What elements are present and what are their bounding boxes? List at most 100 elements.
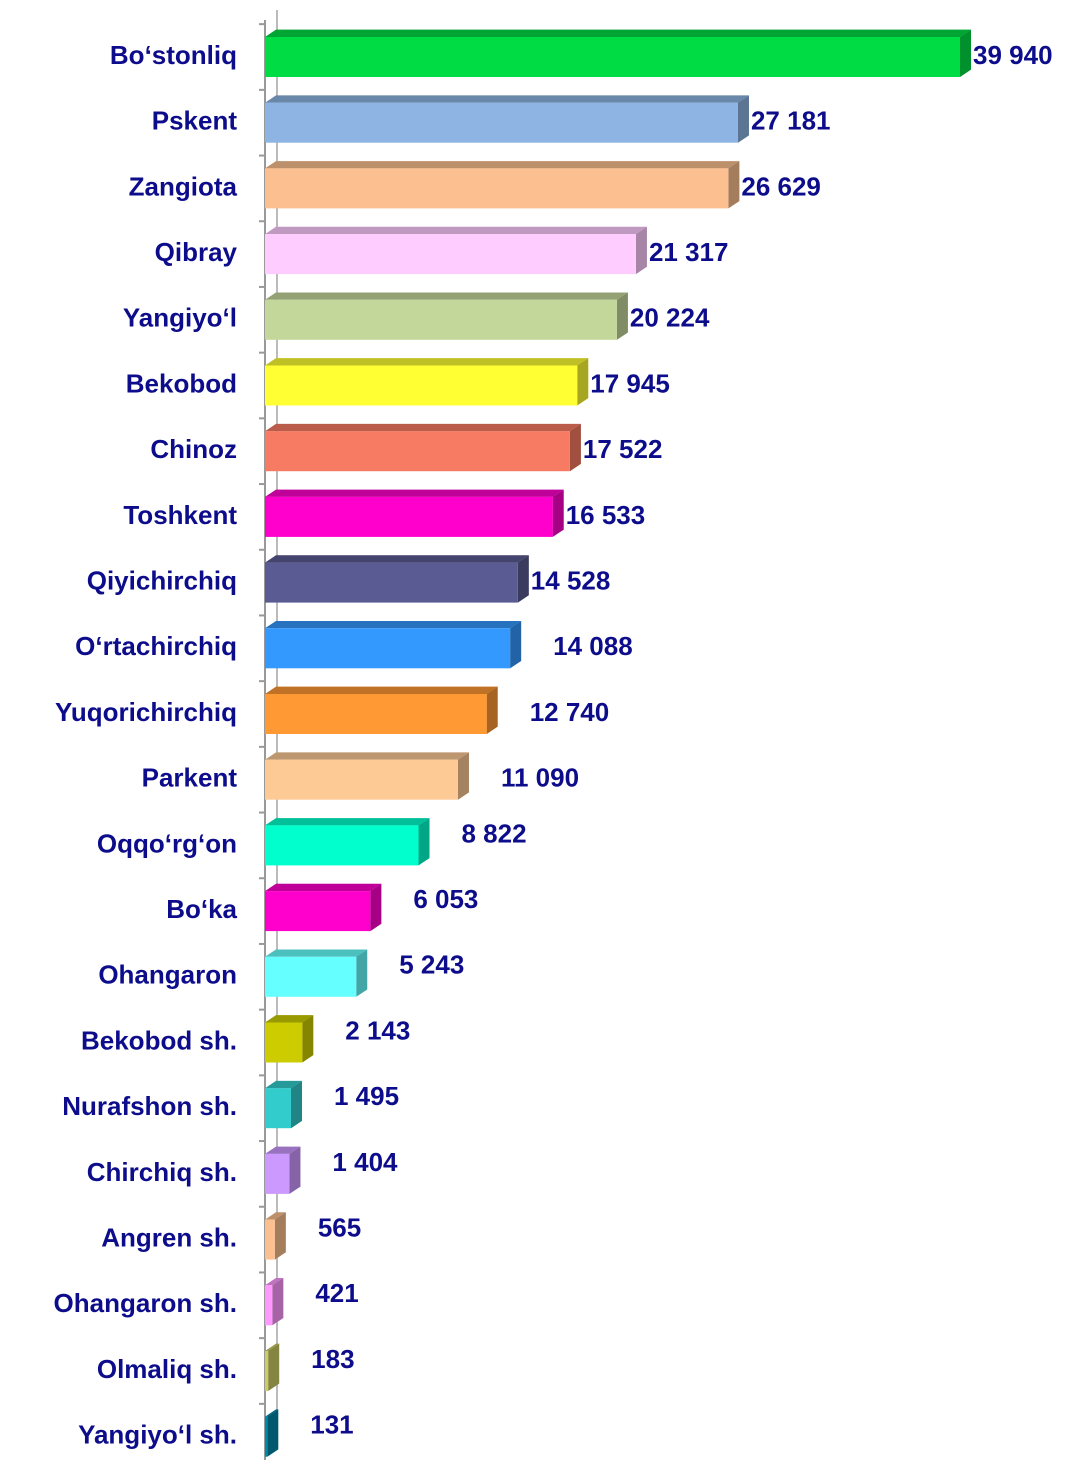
bar-side (370, 883, 382, 932)
y-tick-label: Pskent (152, 106, 238, 136)
y-tick-label: Bekobod sh. (81, 1025, 237, 1055)
bar-top-shade (265, 1146, 301, 1154)
bar-top (265, 29, 971, 37)
bar (265, 628, 511, 669)
bar-top-shade (265, 29, 971, 37)
bar (265, 891, 371, 932)
y-tick-label: Olmaliq sh. (97, 1354, 237, 1384)
bar (265, 825, 419, 866)
bar-top-shade (265, 620, 522, 629)
bar-side-shade (457, 752, 469, 800)
bar (265, 1285, 273, 1326)
value-label: 421 (315, 1278, 358, 1308)
bar-top (265, 95, 749, 103)
bar-side-shade (289, 1146, 301, 1194)
bar-top-shade (265, 1212, 286, 1220)
y-tick-label: Ohangaron (98, 960, 237, 990)
bar-side-shade (552, 489, 564, 537)
bar-top-shade (265, 489, 564, 497)
bar-top-shade (265, 358, 589, 366)
bar (265, 496, 553, 537)
bar-side-shade (486, 686, 498, 734)
bar (265, 1088, 292, 1129)
bar-top (265, 161, 740, 169)
bar-side-shade (268, 1343, 280, 1391)
bar-side-shade (274, 1212, 286, 1260)
bar (265, 1351, 269, 1391)
bar-top (265, 620, 522, 629)
y-tick-label: Angren sh. (101, 1222, 237, 1252)
bar (265, 1219, 275, 1260)
value-label: 12 740 (530, 697, 610, 727)
value-label: 1 404 (332, 1147, 398, 1177)
bar-side (728, 161, 740, 209)
bar-top (265, 1080, 303, 1089)
y-tick-label: Bo‘stonliq (110, 40, 237, 70)
bar-top (265, 555, 529, 563)
bar-side (457, 752, 469, 800)
bar-top-shade (265, 1080, 303, 1089)
bar-top-shade (265, 1015, 314, 1023)
bar (265, 37, 960, 77)
value-label: 183 (311, 1344, 354, 1374)
bar (265, 1022, 303, 1063)
value-label: 20 224 (630, 303, 710, 333)
bar-top-shade (265, 752, 469, 760)
bar-side-shade (577, 358, 589, 406)
bar-top-shade (265, 161, 740, 169)
bar-side (569, 423, 581, 472)
bar-top (265, 818, 430, 826)
bar-side-shade (291, 1080, 303, 1129)
value-label: 565 (318, 1212, 361, 1242)
bar-top-shade (265, 1277, 284, 1286)
bar-side-shade (272, 1277, 284, 1326)
bar (265, 694, 487, 734)
bar-side (267, 1409, 279, 1457)
bar-side (268, 1343, 280, 1391)
bar (265, 102, 738, 143)
bar-top (265, 883, 382, 892)
bar-top (265, 292, 628, 300)
bar-top-shade (265, 226, 647, 235)
bar-side (577, 358, 589, 406)
bar-side (272, 1277, 284, 1326)
bar (265, 1416, 268, 1457)
value-label: 5 243 (399, 950, 464, 980)
bar-side-shade (569, 423, 581, 472)
y-tick-label: Zangiota (129, 171, 238, 201)
value-label: 26 629 (741, 171, 821, 201)
bar-top (265, 949, 368, 957)
y-tick-label: Yuqorichirchiq (55, 697, 237, 727)
y-tick-label: Toshkent (123, 500, 237, 530)
bar (265, 759, 458, 800)
bar-side-shade (267, 1409, 279, 1457)
y-tick-label: Yangiyo‘l (123, 303, 237, 333)
bar-top (265, 1015, 314, 1023)
bar (265, 431, 570, 472)
bar-top (265, 1409, 279, 1417)
value-label: 8 822 (462, 818, 527, 848)
y-tick-label: Oqqo‘rg‘on (97, 828, 237, 858)
value-label: 17 945 (590, 368, 670, 398)
bar (265, 299, 617, 340)
y-tick-label: Qibray (155, 237, 238, 267)
y-tick-label: Chirchiq sh. (87, 1157, 237, 1187)
bar-side-shade (728, 161, 740, 209)
y-tick-label: Yangiyo‘l sh. (78, 1420, 237, 1450)
bar-side (289, 1146, 301, 1194)
value-label: 14 088 (553, 631, 633, 661)
value-label: 39 940 (973, 40, 1053, 70)
bar-side-shade (418, 818, 430, 866)
value-label: 21 317 (649, 237, 729, 267)
bar (265, 365, 578, 406)
y-tick-label: O‘rtachirchiq (75, 631, 237, 661)
value-label: 2 143 (345, 1015, 410, 1045)
value-label: 27 181 (751, 106, 831, 136)
bar-side-shade (517, 555, 529, 603)
bar-top-shade (265, 555, 529, 563)
value-label: 17 522 (583, 434, 663, 464)
bar-side (737, 95, 749, 143)
y-tick-label: Bo‘ka (166, 894, 237, 924)
bar-side (616, 292, 628, 340)
bar-top (265, 1146, 301, 1154)
